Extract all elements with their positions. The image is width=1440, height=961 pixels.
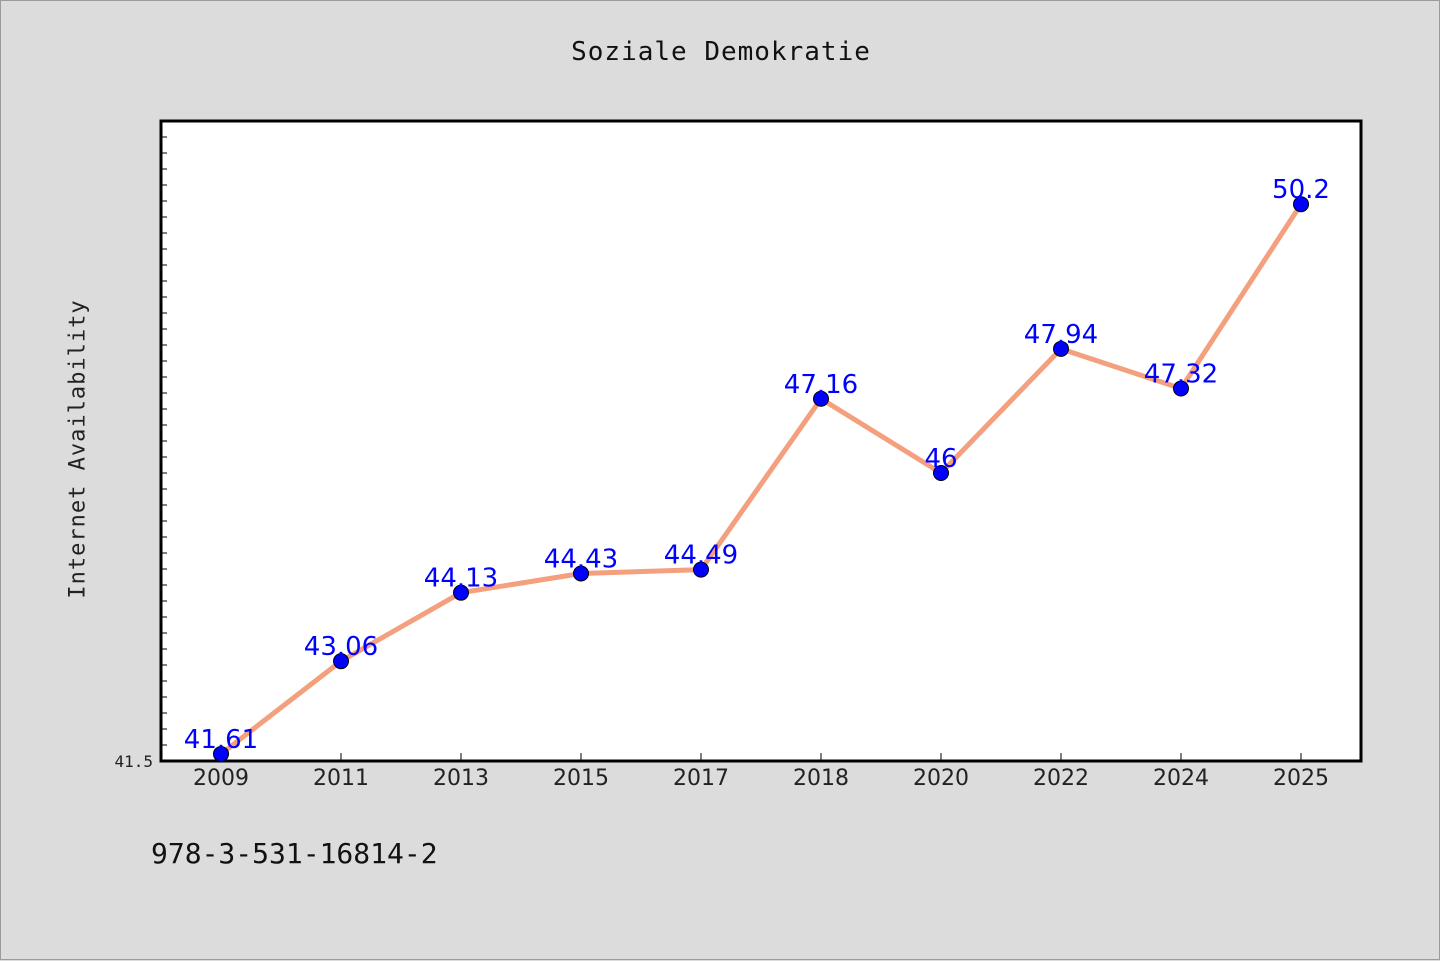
- data-point: [453, 584, 469, 601]
- x-tick-label: 2020: [913, 766, 969, 791]
- data-label: 46: [924, 444, 957, 474]
- y-tick-label: 41.5: [114, 752, 153, 771]
- data-point: [1173, 380, 1189, 397]
- data-label: 43.06: [304, 632, 378, 662]
- x-tick-label: 2024: [1153, 766, 1209, 791]
- data-label: 44.13: [424, 564, 498, 594]
- data-label: 44.49: [664, 541, 738, 571]
- data-point: [813, 390, 829, 407]
- data-point: [933, 465, 949, 481]
- x-tick-label: 2017: [673, 766, 729, 791]
- x-tick-label: 2011: [313, 766, 369, 791]
- data-point: [333, 653, 349, 670]
- data-label: 47.32: [1144, 360, 1218, 390]
- x-tick-label: 2022: [1033, 766, 1089, 791]
- series-line: [219, 202, 1304, 756]
- chart-title: Soziale Demokratie: [571, 37, 871, 67]
- data-point: [1053, 340, 1069, 357]
- data-label: 44.43: [544, 544, 618, 574]
- data-point: [213, 745, 229, 762]
- x-tick-label: 2025: [1273, 766, 1329, 791]
- data-label: 41.61: [184, 725, 258, 755]
- x-tick-label: 2018: [793, 766, 849, 791]
- data-point: [573, 565, 589, 582]
- data-point: [693, 561, 709, 578]
- data-label: 47.16: [784, 370, 858, 400]
- data-label: 47.94: [1024, 320, 1098, 350]
- plot-area: [159, 119, 1363, 763]
- x-tick-label: 2015: [553, 766, 609, 791]
- footer-code: 978-3-531-16814-2: [151, 837, 438, 870]
- data-point: [1293, 196, 1309, 213]
- x-tick-label: 2009: [193, 766, 249, 791]
- data-label: 50.2: [1272, 175, 1330, 205]
- x-tick-label: 2013: [433, 766, 489, 791]
